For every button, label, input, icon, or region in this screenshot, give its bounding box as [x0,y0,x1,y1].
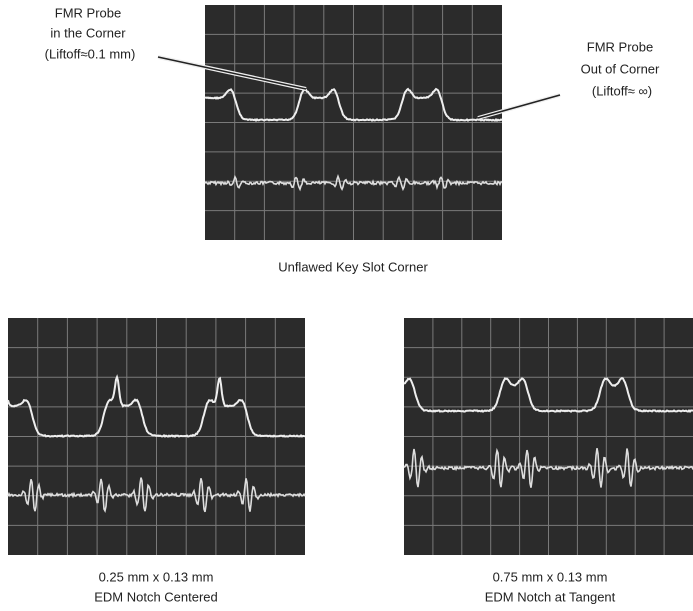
trace [403,376,693,413]
label: FMR Probe [587,39,653,54]
label: FMR Probe [55,5,121,20]
trace [204,174,503,192]
trace [204,87,503,123]
caption: EDM Notch at Tangent [485,589,616,604]
caption: 0.75 mm x 0.13 mm [493,569,608,584]
label: in the Corner [50,25,126,40]
label: Out of Corner [581,61,660,76]
oscilloscope-screens [7,5,693,555]
caption: Unflawed Key Slot Corner [278,259,428,274]
caption: 0.25 mm x 0.13 mm [99,569,214,584]
trace [7,374,306,438]
trace [7,477,306,514]
pointer [477,94,561,119]
trace [403,447,693,488]
pointer [157,56,307,90]
label: (Liftoff≈ ∞) [592,83,652,98]
label: (Liftoff≈0.1 mm) [45,46,136,61]
caption: EDM Notch Centered [94,589,218,604]
